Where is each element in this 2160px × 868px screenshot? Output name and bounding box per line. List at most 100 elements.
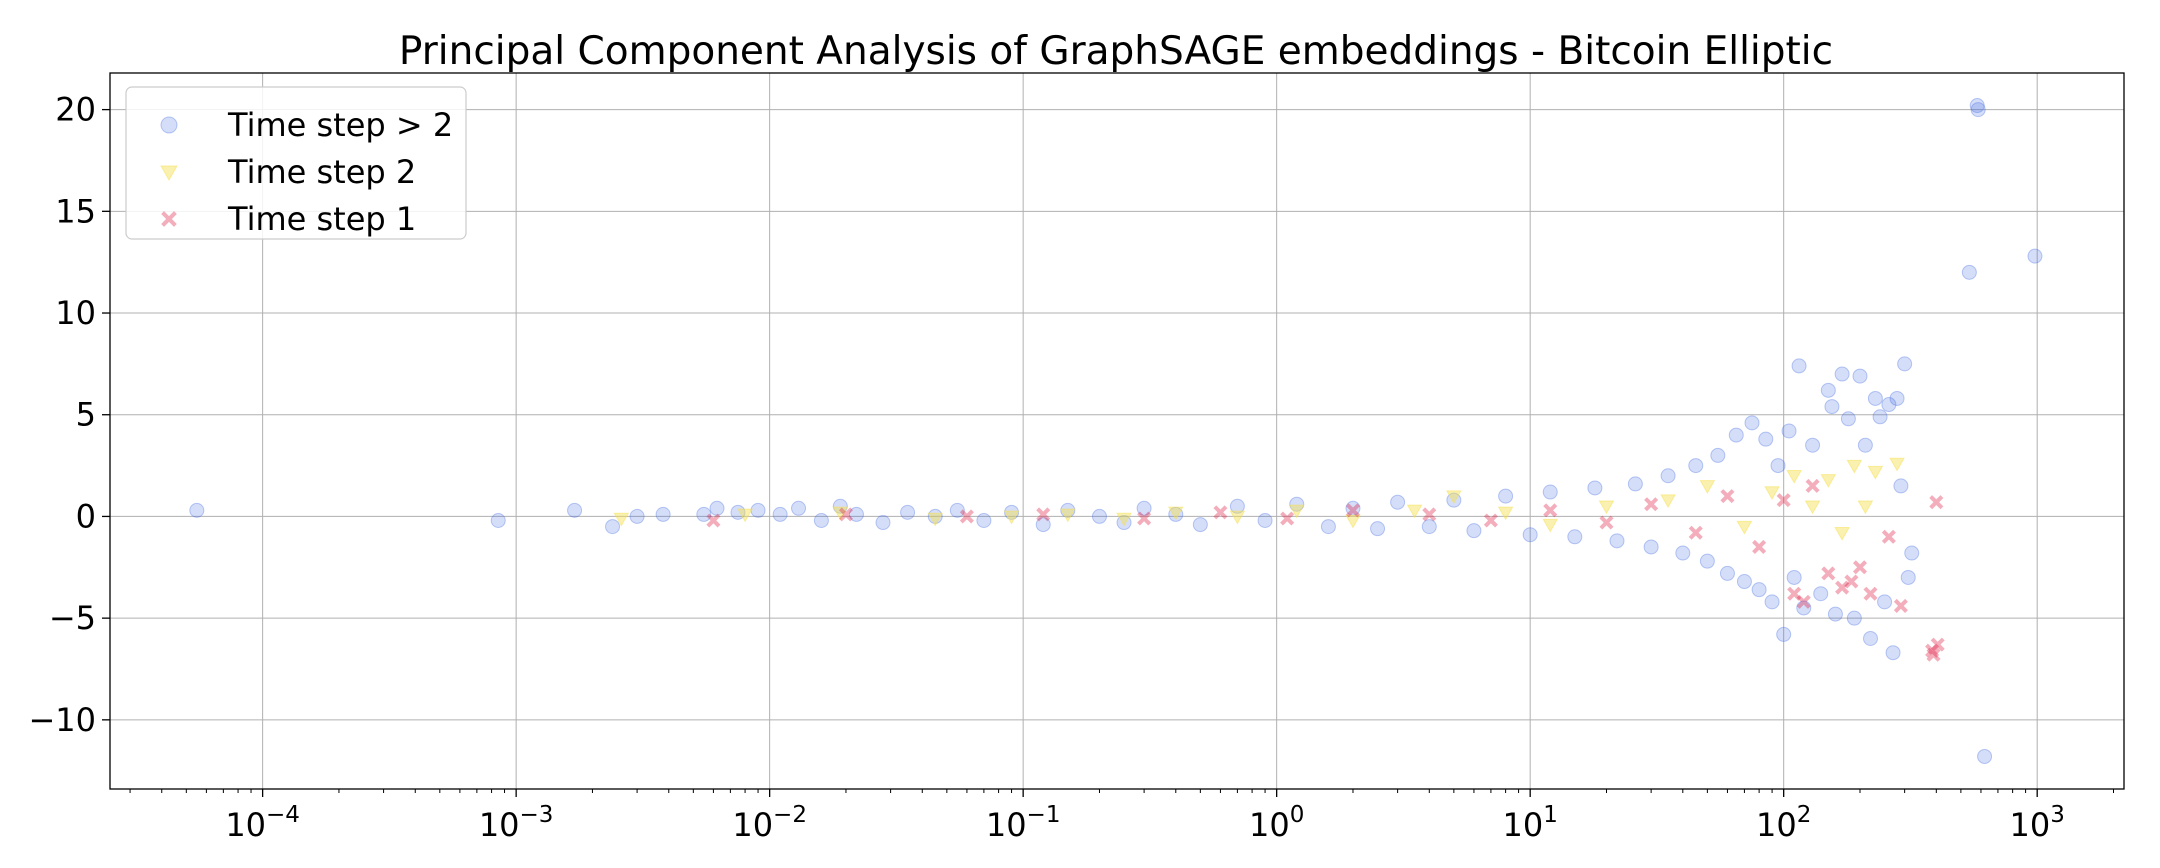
data-point	[1644, 497, 1659, 512]
data-point	[1804, 500, 1821, 515]
data-point	[1003, 510, 1020, 525]
data-point	[1897, 356, 1913, 372]
data-point	[1852, 368, 1868, 384]
data-point	[1599, 515, 1614, 530]
data-point	[1643, 539, 1659, 555]
data-point	[1598, 500, 1615, 515]
data-point	[1872, 409, 1888, 425]
data-point	[875, 515, 891, 531]
data-point	[1764, 486, 1780, 501]
data-point	[1786, 569, 1802, 585]
data-point	[1929, 495, 1944, 510]
data-point	[1736, 520, 1753, 535]
data-point	[1688, 458, 1704, 474]
data-point	[1961, 264, 1977, 280]
grid-layer	[110, 73, 2124, 789]
y-tick-label: 0	[76, 497, 96, 535]
data-point	[1867, 390, 1883, 406]
x-tick-label: 102	[1756, 802, 1811, 844]
chart-title: Principal Component Analysis of GraphSAG…	[399, 29, 1833, 74]
data-point	[1345, 503, 1360, 518]
data-point	[1060, 502, 1076, 518]
data-point	[1004, 504, 1020, 520]
data-point	[1791, 358, 1807, 374]
data-point	[1970, 102, 1986, 118]
data-point	[1280, 511, 1295, 526]
data-point	[1660, 494, 1676, 509]
data-point	[1796, 594, 1811, 609]
data-point	[1889, 457, 1905, 472]
data-point	[1857, 500, 1874, 515]
data-point	[1881, 397, 1897, 413]
data-point	[832, 506, 849, 521]
data-point	[832, 498, 848, 514]
data-point	[1116, 512, 1132, 527]
data-point	[1776, 626, 1792, 642]
y-tick-label: 10	[55, 294, 96, 332]
data-point	[1770, 458, 1786, 474]
legend-label: Time step > 2	[227, 106, 453, 144]
data-point	[706, 513, 721, 528]
data-point	[1846, 459, 1863, 474]
data-point	[1522, 527, 1538, 543]
data-point	[838, 507, 853, 522]
legend-label: Time step 2	[227, 153, 416, 191]
x-tick-label: 101	[1502, 802, 1557, 844]
data-point	[959, 509, 974, 524]
data-point	[1660, 468, 1676, 484]
data-point	[1824, 399, 1840, 415]
data-point	[1542, 484, 1558, 500]
data-point	[1229, 510, 1246, 525]
series-circle	[189, 98, 2043, 764]
x-tick-label: 10−1	[986, 802, 1061, 844]
data-point	[1229, 498, 1245, 514]
data-point	[1257, 513, 1273, 528]
y-tick-label: 20	[55, 91, 96, 129]
data-point	[813, 513, 829, 528]
data-point	[1813, 586, 1829, 602]
data-point	[696, 506, 712, 522]
data-point	[1930, 637, 1945, 652]
data-point	[737, 508, 753, 523]
data-point	[1699, 553, 1715, 569]
legend-box	[125, 86, 467, 240]
data-point	[490, 513, 506, 528]
data-point	[848, 506, 864, 522]
x-tick-label: 10−2	[732, 802, 807, 844]
data-point	[1835, 580, 1850, 595]
data-point	[750, 502, 766, 518]
data-point	[1542, 518, 1559, 533]
data-point	[1881, 529, 1896, 544]
data-point	[1035, 517, 1051, 533]
data-point	[1834, 526, 1850, 541]
data-point	[1787, 586, 1802, 601]
data-point	[1675, 545, 1691, 561]
data-point	[1421, 519, 1437, 535]
data-point	[605, 519, 621, 535]
legend: Time step > 2 Time step 2 Time step 1	[125, 86, 467, 240]
data-point	[1567, 529, 1583, 545]
data-point	[1609, 533, 1625, 549]
data-point	[927, 512, 944, 527]
data-point	[567, 502, 583, 518]
legend-marker	[160, 116, 178, 134]
data-point	[1834, 366, 1850, 382]
data-point	[1213, 505, 1228, 520]
data-point	[1744, 415, 1760, 431]
data-point	[1192, 517, 1208, 533]
data-point	[1699, 480, 1716, 494]
data-point	[1736, 574, 1752, 590]
data-point	[1422, 507, 1437, 522]
data-point	[791, 500, 807, 516]
data-point	[1863, 586, 1878, 601]
data-point	[1786, 470, 1803, 484]
data-point	[1728, 427, 1744, 443]
data-point	[1288, 504, 1305, 519]
x-tick-label: 103	[2010, 802, 2065, 844]
legend-marker	[160, 165, 178, 182]
data-point	[1764, 594, 1780, 610]
plot-frame	[109, 72, 2125, 790]
data-point	[1137, 511, 1152, 526]
